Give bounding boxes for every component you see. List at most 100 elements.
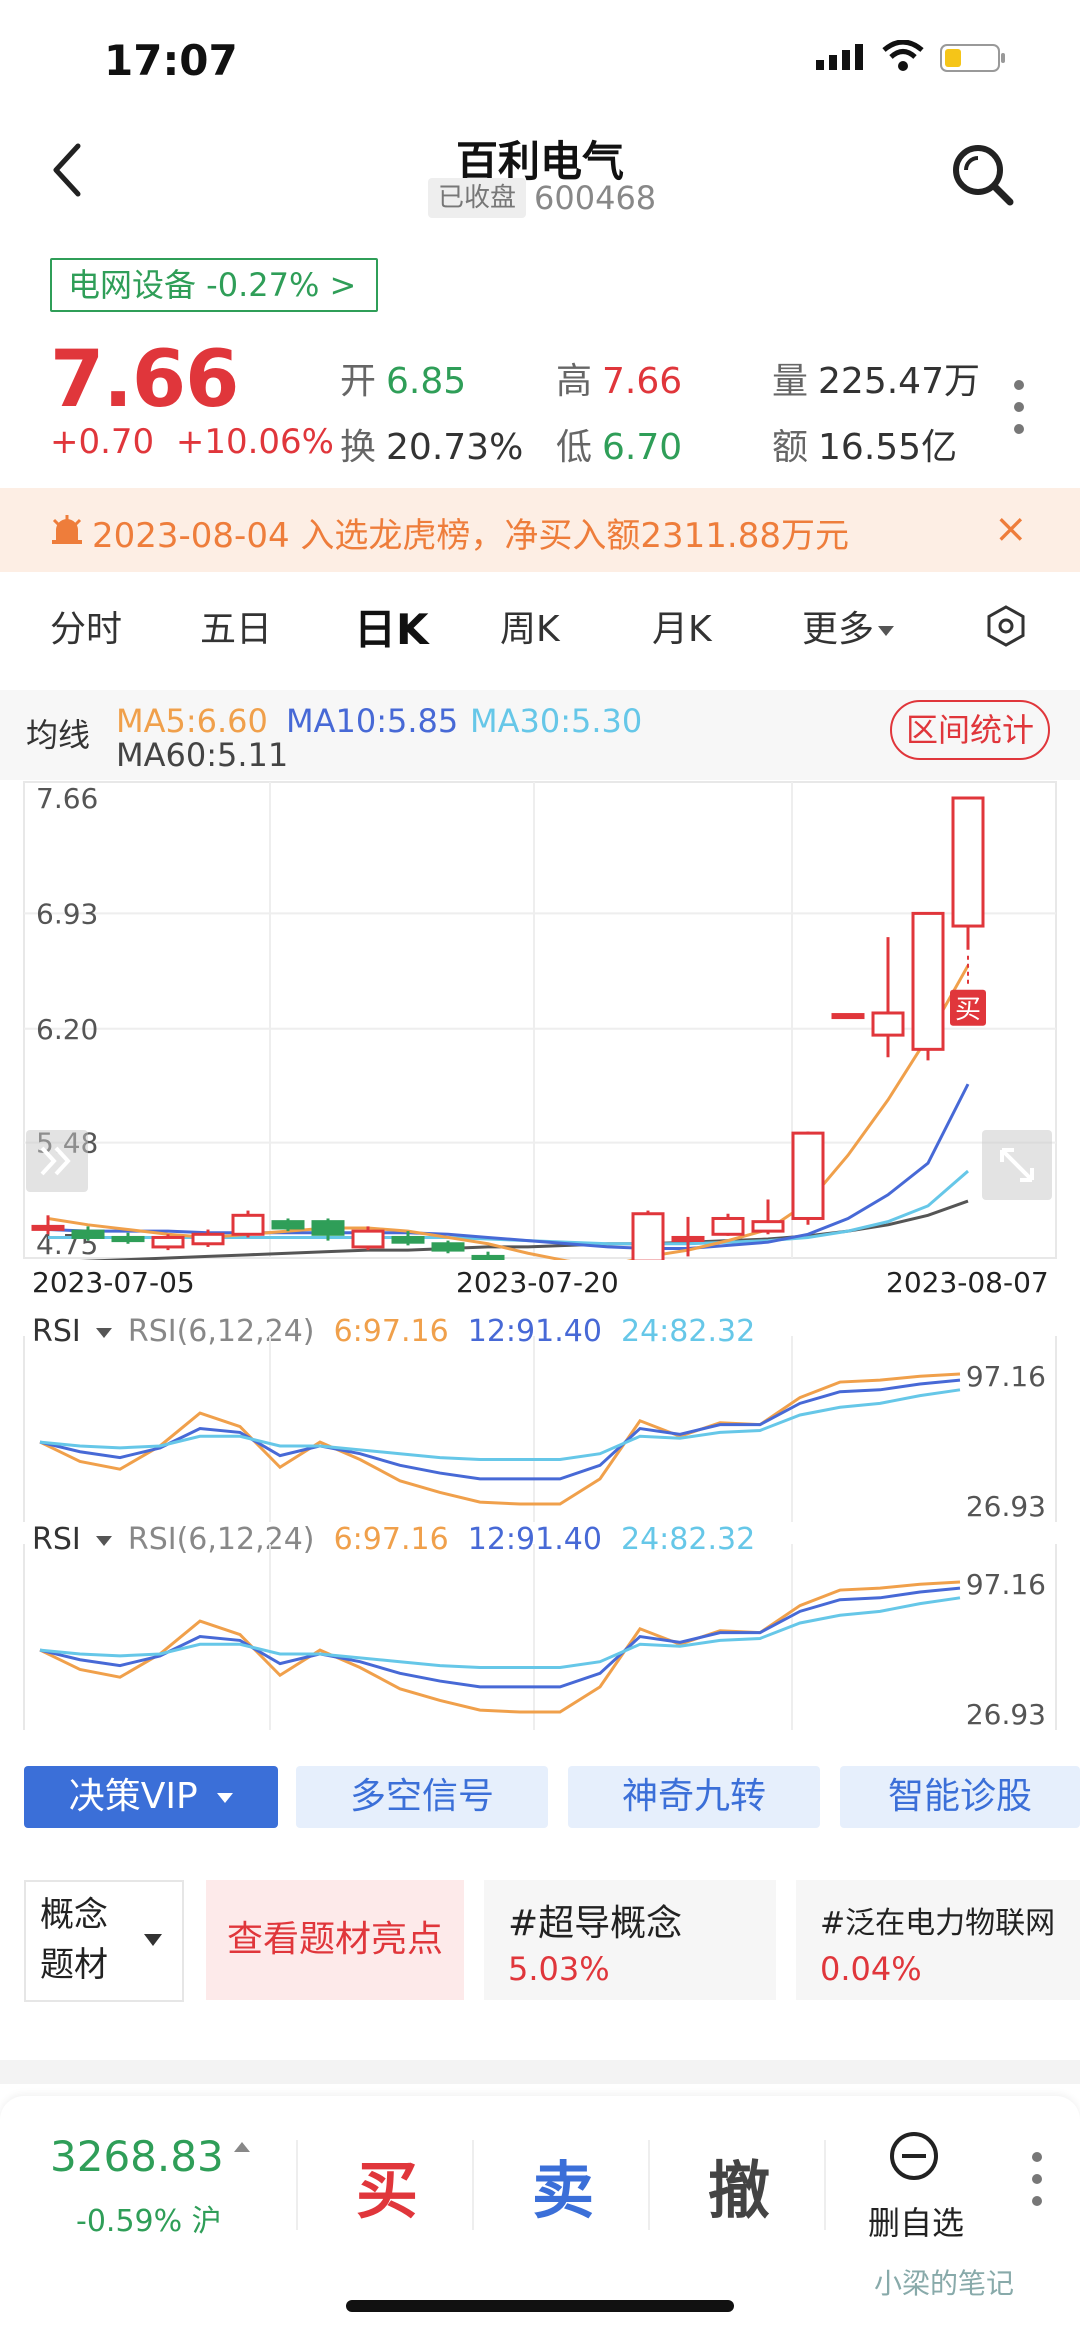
y-tick-label: 26.93 (966, 1698, 1046, 1731)
long-short-signal-button[interactable]: 多空信号 (296, 1766, 548, 1828)
tab-intraday[interactable]: 分时 (50, 609, 123, 650)
candle-body (391, 1235, 425, 1244)
remove-watchlist-label: 删自选 (868, 2204, 965, 2242)
divider (296, 2140, 298, 2230)
concept-selector[interactable]: 概念 题材 (24, 1880, 184, 2002)
chevron-left-icon (53, 143, 81, 197)
sector-tag[interactable]: 电网设备 -0.27% > (50, 258, 379, 312)
back-button[interactable] (48, 140, 88, 200)
price-change: +0.70 +10.06% (50, 422, 334, 462)
ma30-value: MA30:5.30 (470, 702, 643, 740)
magic-nine-button[interactable]: 神奇九转 (568, 1766, 820, 1828)
rsi-chart-2[interactable]: 97.16 26.93 (0, 1542, 1080, 1732)
sh-index-change: -0.59% 沪 (76, 2204, 222, 2239)
last-price: 7.66 (50, 335, 239, 425)
notice-text: 2023-08-04 入选龙虎榜，净买入额2311.88万元 (92, 516, 849, 556)
buy-button[interactable]: 买 (356, 2154, 419, 2227)
wifi-icon (882, 39, 924, 76)
notice-bar[interactable] (0, 488, 1080, 572)
divider (824, 2140, 826, 2230)
y-tick-label: 97.16 (966, 1360, 1046, 1393)
cancel-order-button[interactable]: 撤 (708, 2154, 771, 2227)
tab-daily-k[interactable]: 日K (354, 605, 429, 654)
tab-monthly-k[interactable]: 月K (652, 609, 712, 650)
tab-weekly-k[interactable]: 周K (500, 609, 560, 650)
decision-vip-button[interactable]: 决策VIP (24, 1766, 278, 1828)
candle-body (71, 1229, 105, 1239)
candle-body (271, 1220, 305, 1230)
caret-down-icon (96, 1535, 113, 1546)
range-stats-button[interactable]: 区间统计 (890, 700, 1051, 760)
candle-body (911, 911, 945, 1051)
candle-body (151, 1235, 185, 1249)
search-icon (953, 145, 1014, 206)
status-time: 17:07 (104, 36, 238, 85)
ma10-value: MA10:5.85 (286, 702, 459, 740)
buy-marker (950, 989, 986, 1026)
rsi-line-12 (39, 1378, 961, 1481)
double-chevron-right-icon (40, 1146, 71, 1176)
x-label-mid: 2023-07-20 (456, 1266, 619, 1299)
caret-down-icon (96, 1327, 113, 1338)
fullscreen-button[interactable] (982, 1130, 1052, 1200)
candle-body (231, 1213, 265, 1236)
ma60-value: MA60:5.11 (116, 736, 289, 774)
y-tick-label: 6.20 (36, 1013, 98, 1046)
divider (472, 2140, 474, 2230)
concept-card-superconductor[interactable]: #超导概念 5.03% (484, 1880, 776, 2000)
buy-marker-label: 买 (955, 995, 981, 1025)
candle-body (31, 1224, 65, 1231)
candle-body (751, 1220, 785, 1233)
search-button[interactable] (948, 140, 1018, 214)
sell-button[interactable]: 卖 (532, 2154, 595, 2227)
amount-stat: 额 16.55亿 (772, 427, 958, 468)
candle-body (111, 1235, 145, 1243)
close-notice-button[interactable]: × (994, 506, 1028, 552)
smart-diagnosis-button[interactable]: 智能诊股 (840, 1766, 1080, 1828)
chart-frame (23, 781, 1057, 1259)
candle-body (631, 1212, 665, 1260)
ma10-line (47, 1083, 970, 1251)
rsi-chart-1[interactable]: 97.16 26.93 (0, 1334, 1080, 1524)
remove-watchlist-button[interactable] (866, 2126, 996, 2246)
candle-body (671, 1235, 705, 1242)
sh-index-value[interactable]: 3268.83 (50, 2132, 250, 2181)
candle-body (351, 1229, 385, 1249)
rsi-header-1[interactable]: RSI RSI(6,12,24) 6:97.16 12:91.40 24:82.… (32, 1314, 756, 1349)
home-indicator[interactable] (346, 2300, 734, 2312)
signal-icon (816, 44, 866, 74)
bell-icon (50, 514, 84, 550)
volume-stat: 量 225.47万 (772, 361, 980, 402)
more-options-button[interactable] (1014, 380, 1026, 446)
expand-left-button[interactable] (26, 1130, 88, 1192)
divider (648, 2140, 650, 2230)
candle-body (871, 1011, 905, 1037)
chart-settings-button[interactable] (984, 604, 1028, 652)
rsi-line-24 (39, 1596, 961, 1670)
candlestick-chart[interactable]: 7.666.936.205.484.75买 (0, 780, 1080, 1260)
tab-five-day[interactable]: 五日 (200, 609, 273, 650)
view-theme-highlights-button[interactable]: 查看题材亮点 (206, 1880, 464, 2000)
y-tick-label: 97.16 (966, 1568, 1046, 1601)
rsi-line-6 (39, 1580, 961, 1714)
ma-label: 均线 (26, 716, 91, 754)
stock-name: 百利电气 (455, 137, 624, 186)
concept-card-power-iot[interactable]: #泛在电力物联网 0.04% (796, 1880, 1080, 2000)
y-tick-label: 26.93 (966, 1490, 1046, 1523)
candle-body (191, 1232, 225, 1246)
tab-more[interactable]: 更多 (802, 600, 895, 652)
more-menu-button[interactable] (1032, 2152, 1044, 2206)
caret-down-icon (144, 1934, 162, 1946)
rsi-line-24 (39, 1388, 961, 1462)
triangle-up-icon (233, 2142, 250, 2152)
chart-period-tabs: 分时 五日 日K 周K 月K 更多 (0, 600, 1080, 670)
battery-icon (940, 44, 1006, 76)
ma5-value: MA5:6.60 (116, 702, 268, 740)
candle-body (311, 1220, 345, 1236)
candle-body (431, 1242, 465, 1252)
rsi-line-6 (39, 1372, 961, 1506)
caret-down-icon (878, 626, 895, 636)
candle-body (711, 1216, 745, 1236)
y-tick-label: 7.66 (36, 782, 98, 815)
ma5-line (47, 964, 970, 1260)
